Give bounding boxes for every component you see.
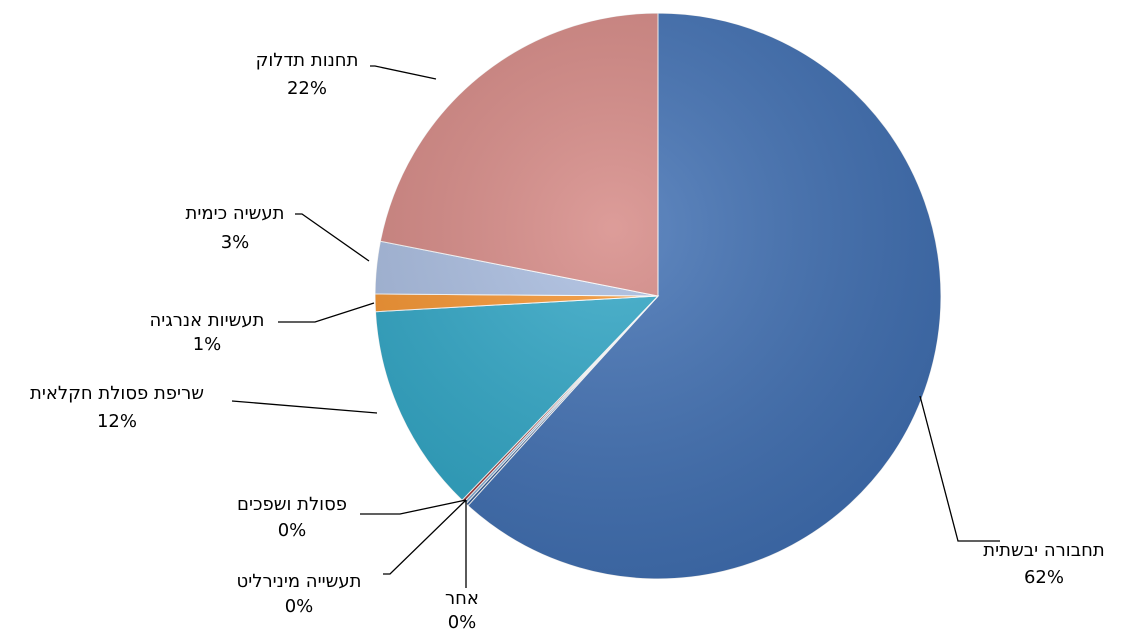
slice-value-label: 62% [1024,567,1064,588]
leader-line [360,499,467,515]
slice-category-label: שריפת פסולת חקלאית [30,383,204,404]
leader-line [278,302,375,323]
slice-category-label: פסולת ושפכים [237,494,347,515]
slice-category-label: תעשיות אנרגיה [150,310,265,331]
slice-category-label: תחנות תדלוק [256,50,359,71]
slice-value-label: 1% [193,334,222,355]
slice-value-label: 12% [97,411,137,432]
leader-line [370,65,437,80]
slice-value-label: 3% [221,232,250,253]
slice-value-label: 22% [287,78,327,99]
slice-category-label: אחר [445,588,479,609]
leader-line [383,499,467,575]
slice-category-label: תעשייה מינירליט [237,571,362,592]
leader-line [919,395,1000,542]
slice-value-label: 0% [448,612,477,632]
slice-value-label: 0% [278,520,307,541]
leader-line [295,213,370,262]
slice-category-label: תעשיה כימית [186,203,285,224]
slice-value-label: 0% [285,596,314,617]
slice-category-label: תחבורה יבשתית [983,540,1104,561]
leader-line [231,400,378,414]
